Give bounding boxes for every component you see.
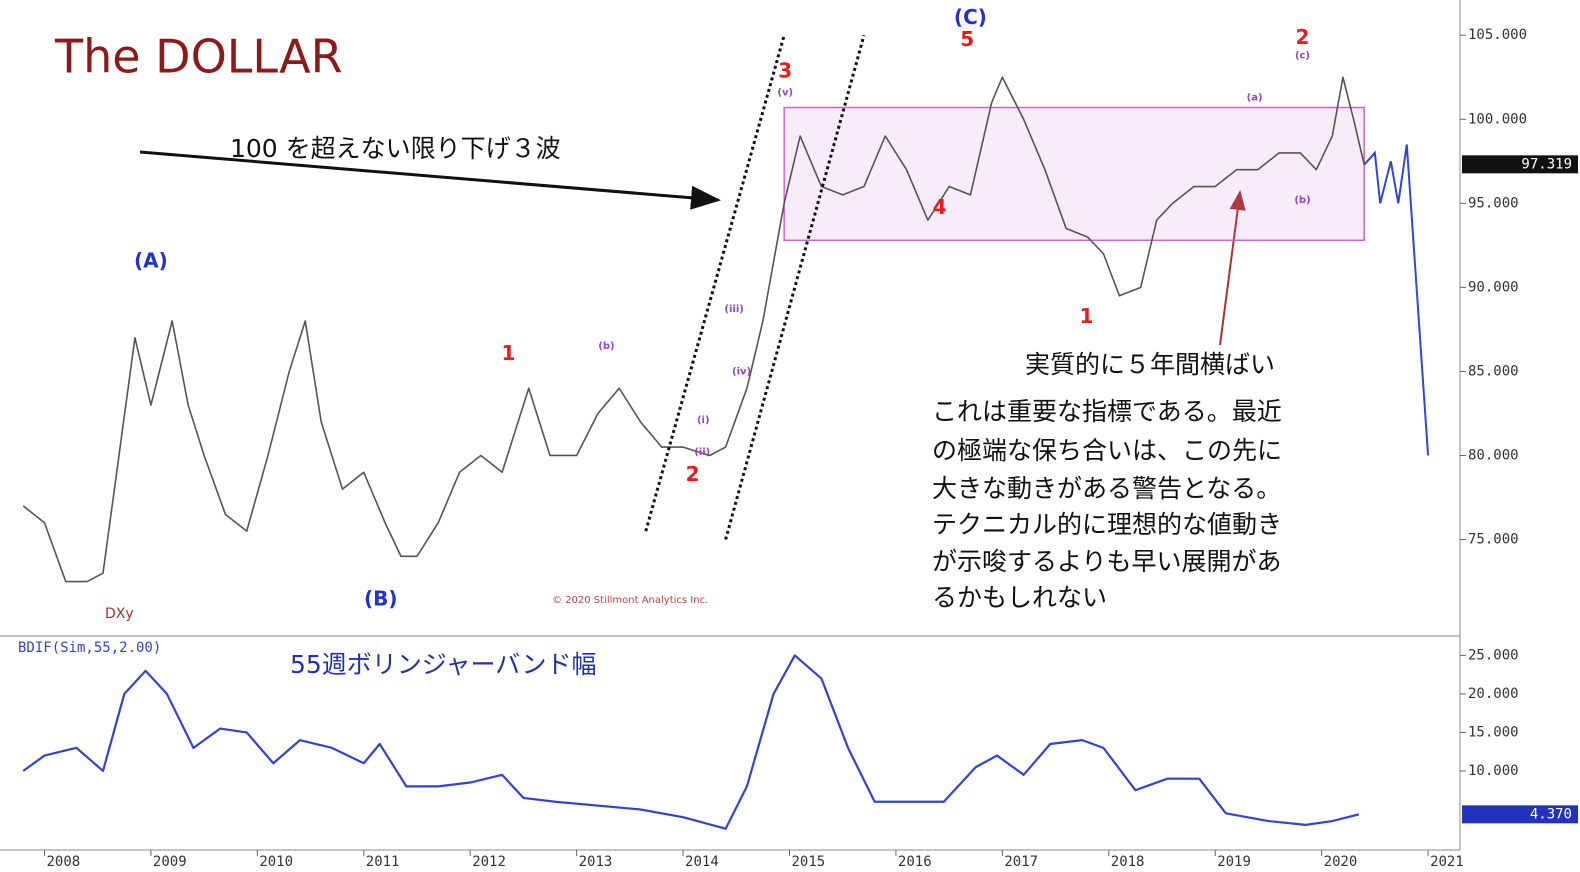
- y-tick-label: 90.000: [1468, 279, 1519, 295]
- copyright: © 2020 Stillmont Analytics Inc.: [552, 595, 708, 606]
- wave-label: (C): [954, 5, 987, 29]
- note-line: これは重要な指標である。最近: [932, 397, 1282, 426]
- y-tick-label: 105.000: [1468, 27, 1527, 43]
- note-line: の極端な保ち合いは、この先に: [932, 436, 1282, 465]
- wave-label: (a): [1247, 92, 1263, 103]
- wave-label: 2: [1296, 25, 1310, 49]
- last-value-box: [1462, 805, 1578, 824]
- x-tick-label: 2020: [1324, 854, 1358, 870]
- last-value-label: 4.370: [1530, 806, 1572, 822]
- wave-label: (iv): [732, 366, 751, 377]
- x-tick-label: 2010: [259, 854, 293, 870]
- x-tick-label: 2008: [46, 854, 80, 870]
- y-tick-label: 20.000: [1468, 686, 1519, 702]
- note-line: るかもしれない: [932, 583, 1107, 612]
- note-line: 大きな動きがある警告となる。: [932, 474, 1281, 503]
- last-value-box: [1462, 155, 1578, 174]
- x-tick-label: 2014: [685, 854, 719, 870]
- wave-label: (c): [1295, 50, 1310, 61]
- wave-label: (B): [364, 587, 398, 611]
- wave-label: (v): [777, 87, 793, 98]
- y-tick-label: 75.000: [1468, 532, 1519, 548]
- note-line: が示唆するよりも早い展開があ: [932, 547, 1282, 576]
- x-tick-label: 2009: [153, 854, 187, 870]
- x-tick-label: 2019: [1217, 854, 1251, 870]
- chart-title: The DOLLAR: [54, 30, 343, 84]
- y-tick-label: 25.000: [1468, 647, 1519, 663]
- wave-label: (iii): [724, 304, 743, 315]
- x-tick-label: 2013: [579, 854, 613, 870]
- wave-label: (A): [134, 249, 168, 273]
- y-tick-label: 10.000: [1468, 763, 1519, 779]
- panel-title: 55週ボリンジャーバンド幅: [290, 650, 597, 679]
- x-tick-label: 2015: [791, 854, 825, 870]
- channel-line: [644, 34, 786, 532]
- last-value-label: 97.319: [1521, 156, 1572, 172]
- indicator-label: BDIF(Sim,55,2.00): [18, 640, 161, 656]
- x-tick-label: 2021: [1430, 854, 1464, 870]
- wave-label: 1: [502, 341, 516, 365]
- y-tick-label: 100.000: [1468, 111, 1527, 127]
- y-tick-label: 15.000: [1468, 724, 1519, 740]
- y-tick-label: 80.000: [1468, 447, 1519, 463]
- series-line: [22, 654, 1360, 830]
- arrow: [1219, 190, 1246, 346]
- wave-label: (ii): [694, 447, 710, 458]
- projection-line: [1363, 144, 1430, 456]
- wave-label: 1: [1079, 304, 1093, 328]
- x-tick-label: 2012: [472, 854, 506, 870]
- x-tick-label: 2018: [1111, 854, 1145, 870]
- x-tick-label: 2017: [1004, 854, 1038, 870]
- wave-label: 5: [960, 27, 974, 51]
- note-line: テクニカル的に理想的な値動き: [932, 510, 1282, 539]
- y-tick-label: 85.000: [1468, 363, 1519, 379]
- range-box: [783, 106, 1365, 242]
- wave-label: 2: [686, 462, 700, 486]
- annotation: 100 を超えない限り下げ３波: [230, 134, 561, 163]
- arrow: [139, 150, 721, 210]
- annotation: 実質的に５年間横ばい: [1025, 350, 1275, 379]
- x-tick-label: 2011: [366, 854, 400, 870]
- series-line: [22, 76, 1365, 583]
- wave-label: 3: [778, 59, 792, 83]
- wave-label: (b): [1294, 195, 1310, 206]
- y-tick-label: 95.000: [1468, 195, 1519, 211]
- wave-label: (b): [598, 341, 614, 352]
- wave-label: (i): [697, 415, 710, 426]
- wave-label: 4: [933, 195, 947, 219]
- symbol-label: DXy: [105, 606, 134, 622]
- x-tick-label: 2016: [898, 854, 932, 870]
